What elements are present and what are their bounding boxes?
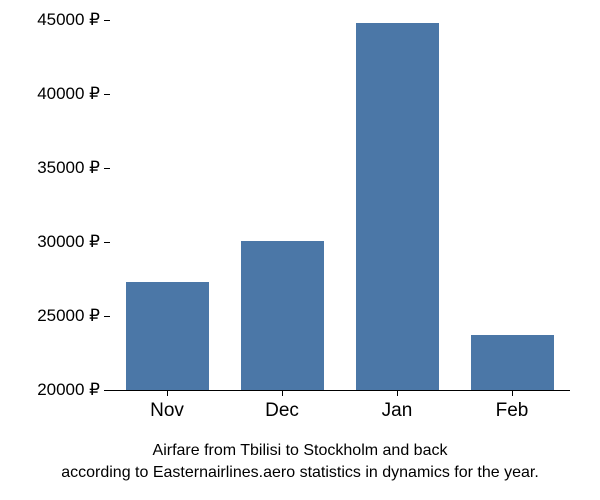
x-axis-line	[110, 390, 570, 391]
bar-nov	[126, 282, 209, 390]
airfare-bar-chart: 45000 ₽ 40000 ₽ 35000 ₽ 30000 ₽ 25000 ₽ …	[0, 0, 600, 500]
x-axis-label: Jan	[382, 400, 413, 422]
caption-line-2: according to Easternairlines.aero statis…	[0, 462, 600, 484]
y-tick-label: 35000 ₽	[0, 158, 100, 178]
x-tick-mark	[167, 390, 168, 396]
y-tick-label: 45000 ₽	[0, 10, 100, 30]
y-tick-label: 25000 ₽	[0, 306, 100, 326]
chart-caption: Airfare from Tbilisi to Stockholm and ba…	[0, 440, 600, 483]
x-axis-label: Nov	[150, 400, 184, 422]
x-tick-mark	[512, 390, 513, 396]
bar-jan	[356, 23, 439, 390]
bar-dec	[241, 241, 324, 390]
y-tick-label: 20000 ₽	[0, 380, 100, 400]
x-tick-mark	[282, 390, 283, 396]
plot-area	[110, 20, 570, 390]
x-axis-label: Dec	[265, 400, 299, 422]
y-tick-label: 40000 ₽	[0, 84, 100, 104]
caption-line-1: Airfare from Tbilisi to Stockholm and ba…	[0, 440, 600, 462]
bar-feb	[471, 335, 554, 390]
x-axis-label: Feb	[496, 400, 529, 422]
y-tick-label: 30000 ₽	[0, 232, 100, 252]
x-tick-mark	[397, 390, 398, 396]
